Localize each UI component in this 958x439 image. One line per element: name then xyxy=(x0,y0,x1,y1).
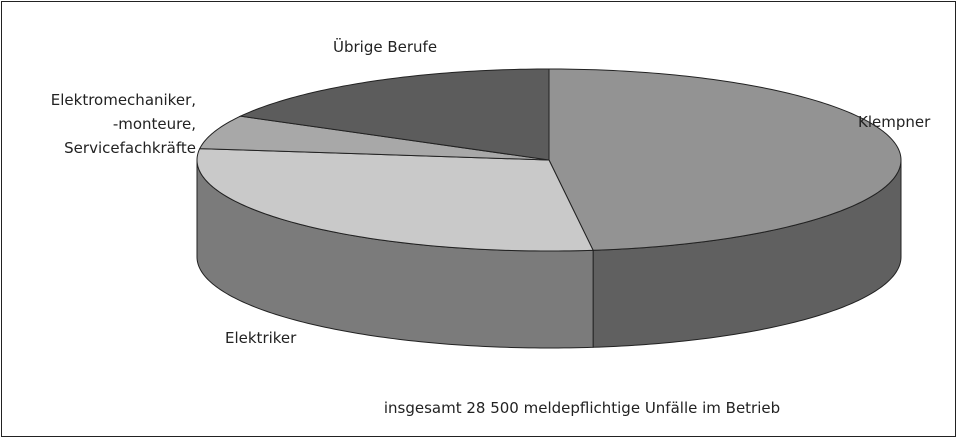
pie-slice xyxy=(196,148,594,252)
slice-label: Elektromechaniker, -monteure, Servicefac… xyxy=(50,91,196,157)
pie-slice xyxy=(548,68,902,251)
annotation: insgesamt 28 500 meldepflichtige Unfälle… xyxy=(383,399,781,417)
slice-label: Übrige Berufe xyxy=(333,38,438,56)
pie-slice xyxy=(198,115,550,161)
slice-label: Elektriker xyxy=(225,329,297,347)
slice-label: Klempner xyxy=(858,113,931,131)
pie-slice xyxy=(238,68,550,161)
